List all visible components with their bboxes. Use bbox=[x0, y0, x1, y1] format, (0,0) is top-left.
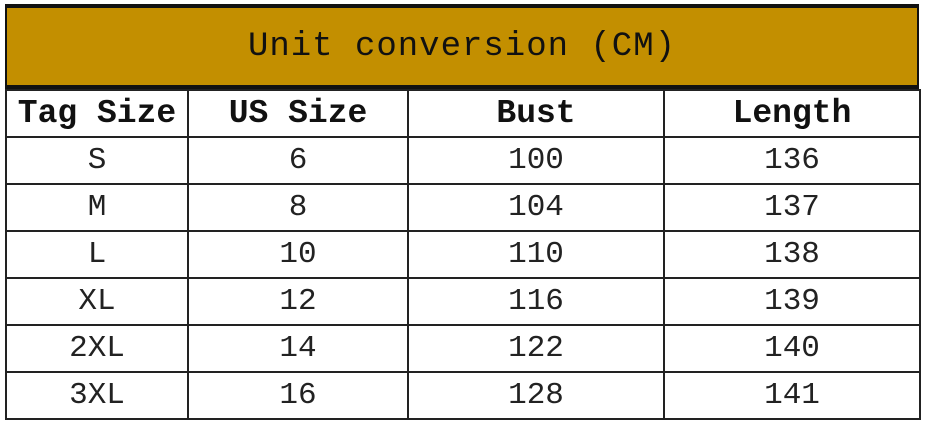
table-row: XL 12 116 139 bbox=[5, 277, 921, 326]
table-cell: 137 bbox=[663, 183, 921, 232]
table-cell: 138 bbox=[663, 230, 921, 279]
column-header: Bust bbox=[407, 89, 665, 138]
table-cell: 10 bbox=[187, 230, 409, 279]
table-cell: 136 bbox=[663, 136, 921, 185]
size-table: Tag Size US Size Bust Length S 6 100 136 M 8 1… bbox=[5, 89, 921, 420]
table-row: 2XL 14 122 140 bbox=[5, 324, 921, 373]
table-cell: 116 bbox=[407, 277, 665, 326]
header-row: Tag Size US Size Bust Length bbox=[5, 89, 921, 138]
table-cell: 3XL bbox=[5, 371, 189, 420]
table-cell: XL bbox=[5, 277, 189, 326]
table-cell: 128 bbox=[407, 371, 665, 420]
column-header: Length bbox=[663, 89, 921, 138]
table-cell: 139 bbox=[663, 277, 921, 326]
table-cell: 2XL bbox=[5, 324, 189, 373]
table-cell: 16 bbox=[187, 371, 409, 420]
table-cell: 14 bbox=[187, 324, 409, 373]
table-cell: 100 bbox=[407, 136, 665, 185]
table-row: M 8 104 137 bbox=[5, 183, 921, 232]
table-cell: 6 bbox=[187, 136, 409, 185]
table-cell: 110 bbox=[407, 230, 665, 279]
table-cell: M bbox=[5, 183, 189, 232]
table-row: L 10 110 138 bbox=[5, 230, 921, 279]
column-header: Tag Size bbox=[5, 89, 189, 138]
table-cell: L bbox=[5, 230, 189, 279]
table-cell: 140 bbox=[663, 324, 921, 373]
table-cell: S bbox=[5, 136, 189, 185]
table-cell: 104 bbox=[407, 183, 665, 232]
table-cell: 12 bbox=[187, 277, 409, 326]
table-row: 3XL 16 128 141 bbox=[5, 371, 921, 420]
table-cell: 8 bbox=[187, 183, 409, 232]
chart-title: Unit conversion (CM) bbox=[5, 8, 919, 89]
column-header: US Size bbox=[187, 89, 409, 138]
table-cell: 141 bbox=[663, 371, 921, 420]
table-cell: 122 bbox=[407, 324, 665, 373]
size-chart: Unit conversion (CM) Tag Size US Size Bu… bbox=[5, 4, 921, 420]
table-row: S 6 100 136 bbox=[5, 136, 921, 185]
